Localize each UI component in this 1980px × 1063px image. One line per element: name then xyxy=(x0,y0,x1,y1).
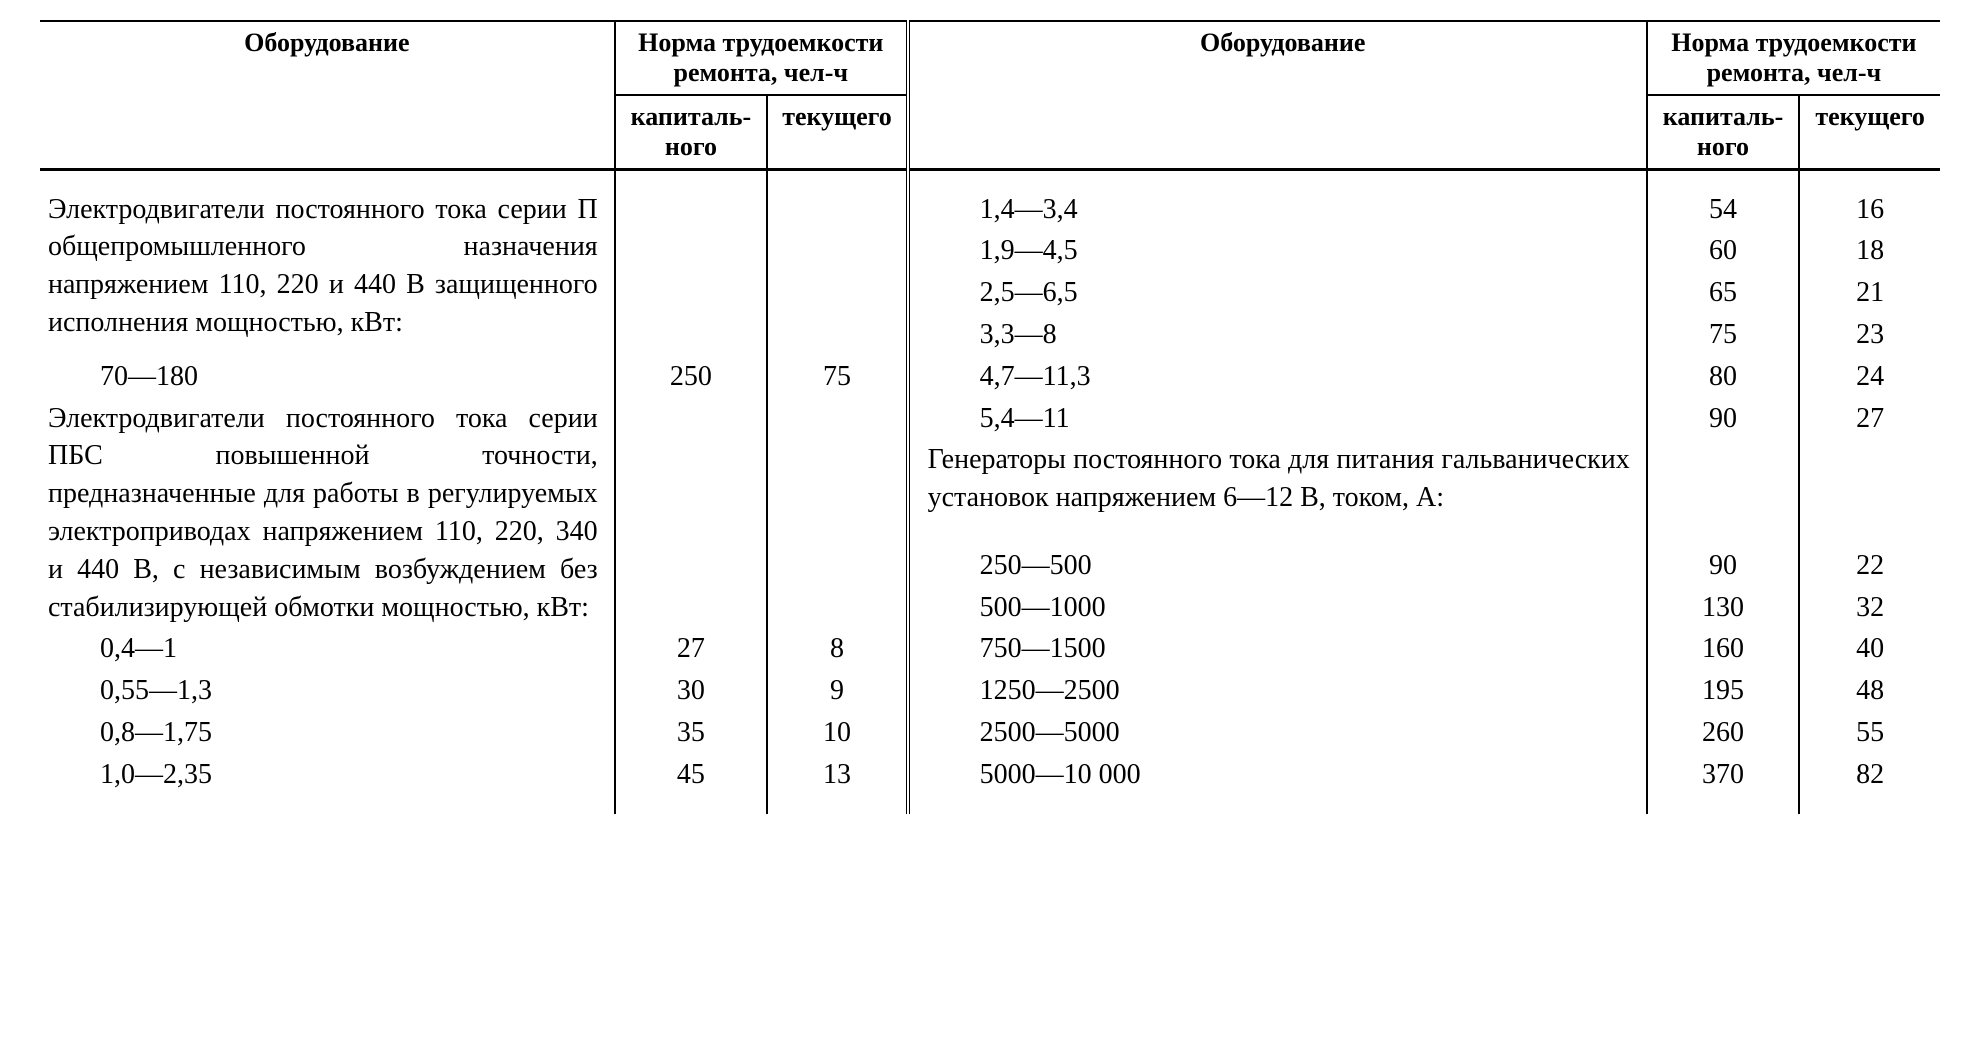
left-block2-row-0-label: 0,4—1 xyxy=(40,628,615,670)
right-block-row-4-label: 2500—5000 xyxy=(920,712,1647,754)
right-block-row-5-cur: 82 xyxy=(1799,754,1940,796)
col-header-current-left: текущего xyxy=(767,95,908,168)
right-block-row-1-label: 500—1000 xyxy=(920,587,1647,629)
left-block2-row-2-cur: 10 xyxy=(767,712,908,754)
right-cont-row-4-cur: 24 xyxy=(1799,356,1940,398)
left-block2-row-1-cur: 9 xyxy=(767,670,908,712)
right-cont-row-4-cap: 80 xyxy=(1647,356,1799,398)
right-cont-row-0-cur: 16 xyxy=(1799,189,1940,231)
left-block2-text: Электродвигатели постоянного тока серии … xyxy=(40,398,615,629)
right-block-row-0-cur: 22 xyxy=(1799,545,1940,587)
col-header-norm-left: Норма трудоемкости ремонта, чел-ч xyxy=(615,21,908,95)
col-header-capital-right: капиталь- ного xyxy=(1647,95,1799,168)
col-header-capital-left: капиталь- ного xyxy=(615,95,767,168)
right-block-row-3-label: 1250—2500 xyxy=(920,670,1647,712)
right-block-row-3-cur: 48 xyxy=(1799,670,1940,712)
right-block-row-5-cap: 370 xyxy=(1647,754,1799,796)
right-cont-row-2-cur: 21 xyxy=(1799,272,1940,314)
left-block2-row-3-cur: 13 xyxy=(767,754,908,796)
left-block2-row-3-label: 1,0—2,35 xyxy=(40,754,615,796)
right-cont-row-5-cap: 90 xyxy=(1647,398,1799,440)
right-block-row-5-label: 5000—10 000 xyxy=(920,754,1647,796)
col-header-equipment-right: Оборудование xyxy=(920,21,1647,168)
left-block1-row-0-cur: 75 xyxy=(767,356,908,398)
right-block-row-4-cap: 260 xyxy=(1647,712,1799,754)
right-cont-row-1-label: 1,9—4,5 xyxy=(920,230,1647,272)
left-block2-row-2-label: 0,8—1,75 xyxy=(40,712,615,754)
right-block-text: Генераторы постоянного тока для питания … xyxy=(920,439,1647,544)
right-cont-row-1-cap: 60 xyxy=(1647,230,1799,272)
right-block-row-4-cur: 55 xyxy=(1799,712,1940,754)
col-header-current-right: текущего xyxy=(1799,95,1940,168)
right-cont-row-3-cap: 75 xyxy=(1647,314,1799,356)
right-block-row-1-cap: 130 xyxy=(1647,587,1799,629)
left-block2-row-2-cap: 35 xyxy=(615,712,767,754)
left-block2-row-0-cap: 27 xyxy=(615,628,767,670)
left-block2-row-3-cap: 45 xyxy=(615,754,767,796)
left-block1-text: Электродвигатели постоянного тока серии … xyxy=(40,189,615,356)
right-block-row-2-cap: 160 xyxy=(1647,628,1799,670)
left-block2-row-1-cap: 30 xyxy=(615,670,767,712)
right-cont-row-2-label: 2,5—6,5 xyxy=(920,272,1647,314)
right-cont-row-5-label: 5,4—11 xyxy=(920,398,1647,440)
right-cont-row-5-cur: 27 xyxy=(1799,398,1940,440)
left-block2-row-0-cur: 8 xyxy=(767,628,908,670)
right-cont-row-3-label: 3,3—8 xyxy=(920,314,1647,356)
right-cont-row-1-cur: 18 xyxy=(1799,230,1940,272)
right-block-row-2-cur: 40 xyxy=(1799,628,1940,670)
right-cont-row-4-label: 4,7—11,3 xyxy=(920,356,1647,398)
col-header-norm-right: Норма трудоемкости ремонта, чел-ч xyxy=(1647,21,1940,95)
right-block-row-3-cap: 195 xyxy=(1647,670,1799,712)
right-block-row-2-label: 750—1500 xyxy=(920,628,1647,670)
right-block-row-1-cur: 32 xyxy=(1799,587,1940,629)
right-cont-row-3-cur: 23 xyxy=(1799,314,1940,356)
left-block1-row-0-cap: 250 xyxy=(615,356,767,398)
labor-norms-table: Оборудование Норма трудоемкости ремонта,… xyxy=(40,20,1940,814)
right-cont-row-0-label: 1,4—3,4 xyxy=(920,189,1647,231)
right-block-row-0-cap: 90 xyxy=(1647,545,1799,587)
right-cont-row-0-cap: 54 xyxy=(1647,189,1799,231)
right-block-row-0-label: 250—500 xyxy=(920,545,1647,587)
col-header-equipment-left: Оборудование xyxy=(40,21,615,168)
right-cont-row-2-cap: 65 xyxy=(1647,272,1799,314)
left-block2-row-1-label: 0,55—1,3 xyxy=(40,670,615,712)
left-block1-row-0-label: 70—180 xyxy=(40,356,615,398)
